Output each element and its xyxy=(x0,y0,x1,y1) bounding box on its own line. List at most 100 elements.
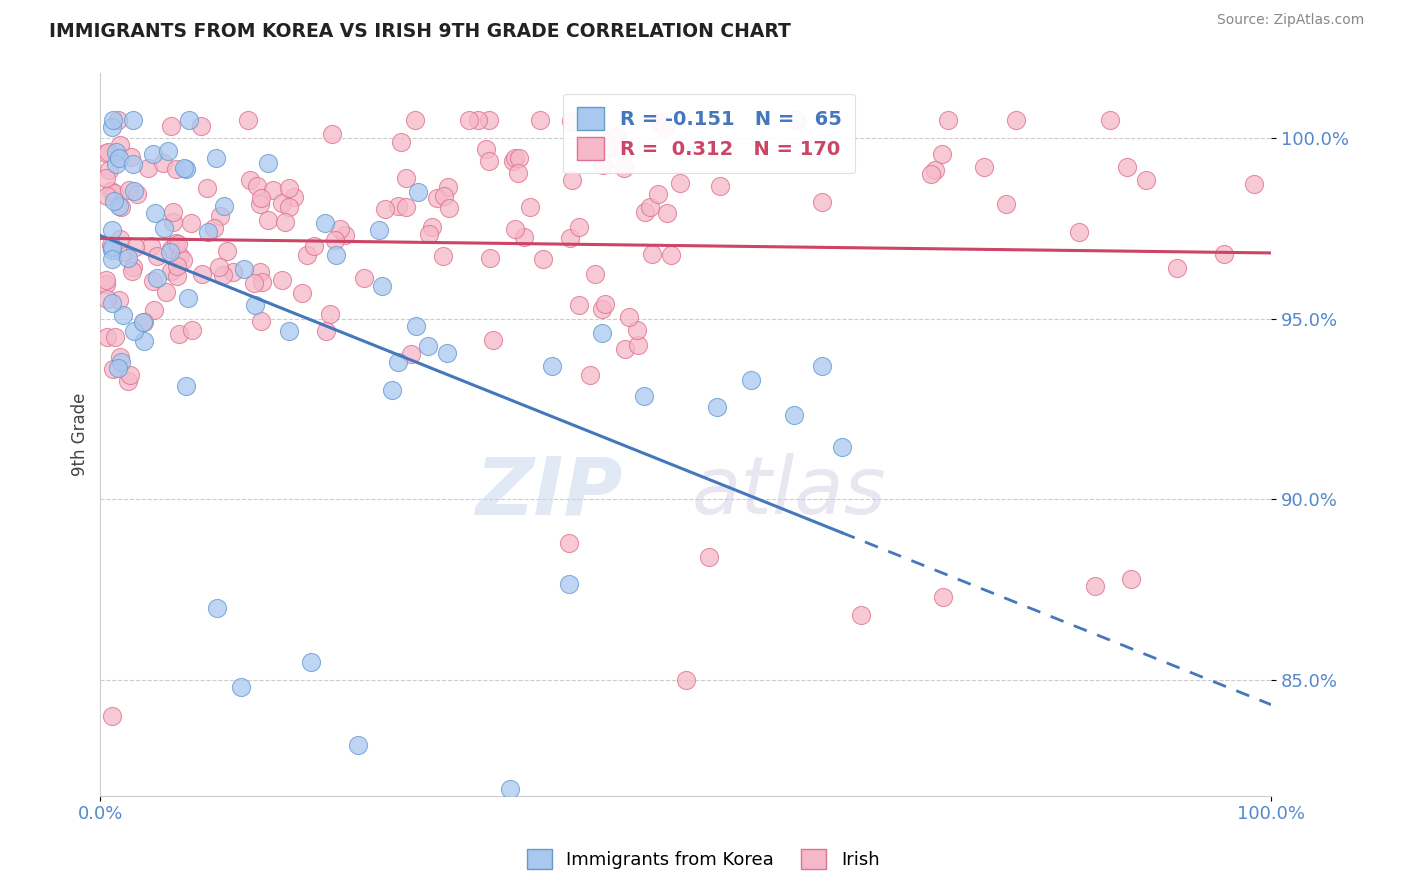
Point xyxy=(153,221,176,235)
Point xyxy=(121,112,143,127)
Point xyxy=(291,286,314,301)
Point xyxy=(319,307,342,321)
Point xyxy=(426,191,449,205)
Point xyxy=(207,600,229,615)
Point xyxy=(96,188,118,202)
Point xyxy=(101,240,124,254)
Point xyxy=(103,194,125,209)
Point xyxy=(108,137,131,152)
Point xyxy=(165,162,187,177)
Point xyxy=(160,243,183,257)
Point xyxy=(278,200,301,214)
Point xyxy=(932,590,955,604)
Point xyxy=(626,323,648,337)
Point xyxy=(146,271,169,285)
Legend: Immigrants from Korea, Irish: Immigrants from Korea, Irish xyxy=(517,839,889,879)
Point xyxy=(1166,261,1188,276)
Point xyxy=(432,249,454,263)
Point xyxy=(583,267,606,281)
Point xyxy=(101,252,124,267)
Text: Source: ZipAtlas.com: Source: ZipAtlas.com xyxy=(1216,13,1364,28)
Point xyxy=(120,150,142,164)
Point xyxy=(505,222,527,236)
Point xyxy=(166,269,188,284)
Point xyxy=(283,189,305,203)
Point xyxy=(315,324,337,338)
Point xyxy=(347,738,370,752)
Point xyxy=(995,197,1018,211)
Point xyxy=(250,313,273,327)
Point xyxy=(101,709,124,723)
Point xyxy=(367,223,389,237)
Point xyxy=(299,655,322,669)
Point xyxy=(212,199,235,213)
Legend: R = -0.151   N =   65, R =  0.312   N = 170: R = -0.151 N = 65, R = 0.312 N = 170 xyxy=(564,94,855,173)
Point xyxy=(613,161,636,175)
Point xyxy=(503,151,526,165)
Point xyxy=(236,112,259,127)
Point xyxy=(222,264,245,278)
Point xyxy=(108,232,131,246)
Point xyxy=(262,183,284,197)
Point xyxy=(96,145,118,160)
Point xyxy=(101,295,124,310)
Point xyxy=(243,298,266,312)
Point xyxy=(96,330,118,344)
Point xyxy=(387,199,409,213)
Point xyxy=(557,536,579,550)
Point xyxy=(177,291,200,305)
Point xyxy=(589,138,612,153)
Point xyxy=(143,303,166,318)
Point xyxy=(110,355,132,369)
Point xyxy=(212,268,235,283)
Point xyxy=(831,440,853,454)
Point xyxy=(101,362,124,376)
Point xyxy=(105,157,128,171)
Point xyxy=(531,252,554,267)
Point xyxy=(104,330,127,344)
Point xyxy=(782,408,804,422)
Point xyxy=(159,120,181,134)
Point xyxy=(233,262,256,277)
Point xyxy=(810,194,832,209)
Point xyxy=(568,220,591,235)
Point xyxy=(558,577,581,591)
Point xyxy=(592,158,614,172)
Point xyxy=(591,326,613,340)
Point xyxy=(675,673,697,687)
Point xyxy=(101,120,124,134)
Point xyxy=(101,243,124,257)
Point xyxy=(697,825,720,839)
Point xyxy=(152,155,174,169)
Point xyxy=(197,225,219,239)
Point xyxy=(381,383,404,397)
Point xyxy=(458,112,481,127)
Point xyxy=(252,275,274,289)
Point xyxy=(399,347,422,361)
Point xyxy=(136,161,159,175)
Point xyxy=(97,162,120,177)
Point xyxy=(433,189,456,203)
Point xyxy=(242,276,264,290)
Point xyxy=(117,252,139,266)
Point xyxy=(256,156,278,170)
Point xyxy=(1135,173,1157,187)
Point xyxy=(394,200,416,214)
Point xyxy=(249,196,271,211)
Point xyxy=(436,346,458,360)
Point xyxy=(785,112,807,127)
Y-axis label: 9th Grade: 9th Grade xyxy=(72,392,89,476)
Point xyxy=(437,201,460,215)
Point xyxy=(418,339,440,353)
Point xyxy=(638,200,661,214)
Point xyxy=(96,273,118,287)
Point xyxy=(165,236,187,251)
Point xyxy=(127,187,149,202)
Point xyxy=(143,206,166,220)
Point xyxy=(100,237,122,252)
Point xyxy=(169,249,191,263)
Point xyxy=(274,214,297,228)
Point xyxy=(513,229,536,244)
Point xyxy=(406,185,429,199)
Point xyxy=(96,170,118,185)
